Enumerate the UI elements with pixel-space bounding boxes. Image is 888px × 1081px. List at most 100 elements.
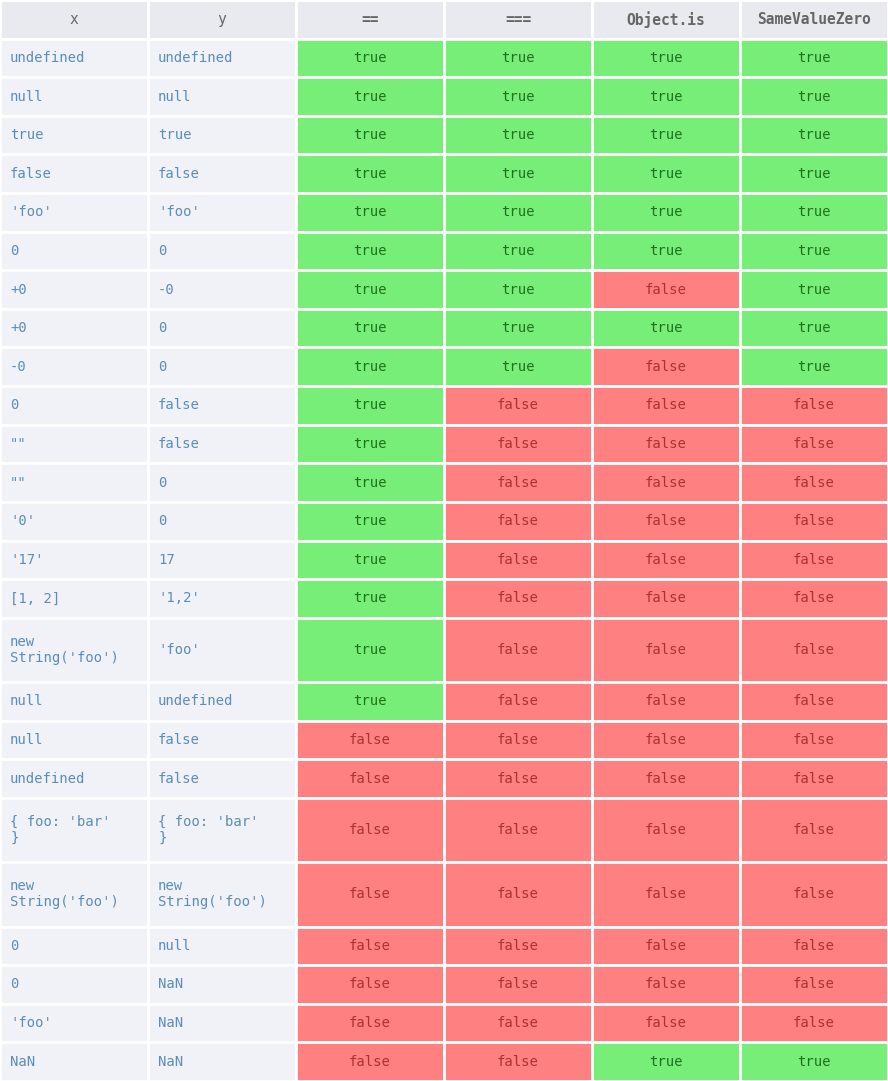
Bar [296,386,444,425]
Text: true: true [501,51,535,65]
Bar [148,617,296,682]
Text: false: false [645,694,687,708]
Text: false: false [645,823,687,837]
Text: true: true [501,129,535,142]
Text: false: false [793,515,835,529]
Text: false: false [645,360,687,374]
Bar [296,1004,444,1042]
Text: false: false [645,476,687,490]
Bar [740,116,888,155]
Text: true: true [353,476,387,490]
Bar [740,682,888,721]
Text: { foo: 'bar'
}: { foo: 'bar' } [10,815,110,845]
Text: null: null [10,90,44,104]
Text: false: false [349,772,391,786]
Text: ==: == [361,12,379,27]
Text: 0: 0 [158,244,166,258]
Bar [296,965,444,1004]
Text: true: true [649,51,683,65]
Bar [148,798,296,863]
Text: 0: 0 [158,360,166,374]
Text: true: true [649,321,683,335]
Bar [740,77,888,116]
Bar [0,425,148,464]
Text: true: true [797,244,831,258]
Bar [148,39,296,77]
Text: 'foo': 'foo' [10,205,52,219]
Bar [592,155,740,193]
Text: 0: 0 [10,939,19,952]
Bar [740,425,888,464]
Bar [444,0,592,39]
Text: false: false [645,643,687,657]
Bar [444,721,592,759]
Bar [740,863,888,926]
Text: false: false [497,772,539,786]
Text: false: false [497,437,539,451]
Text: 0: 0 [158,476,166,490]
Bar [740,39,888,77]
Bar [148,425,296,464]
Text: '0': '0' [10,515,36,529]
Bar [740,1004,888,1042]
Text: false: false [497,399,539,412]
Bar [148,77,296,116]
Text: true: true [649,205,683,219]
Text: 17: 17 [158,552,175,566]
Text: false: false [349,888,391,902]
Bar [444,682,592,721]
Bar [296,116,444,155]
Bar [592,540,740,579]
Bar [148,759,296,798]
Bar [592,721,740,759]
Text: false: false [497,694,539,708]
Bar [740,579,888,617]
Bar [148,579,296,617]
Bar [444,116,592,155]
Text: false: false [497,591,539,605]
Text: undefined: undefined [10,51,85,65]
Text: true: true [797,1055,831,1069]
Text: false: false [349,1055,391,1069]
Bar [592,0,740,39]
Text: false: false [497,515,539,529]
Text: false: false [158,772,200,786]
Text: false: false [349,939,391,952]
Text: false: false [497,476,539,490]
Text: false: false [793,437,835,451]
Text: true: true [353,591,387,605]
Text: false: false [349,1016,391,1030]
Bar [740,965,888,1004]
Bar [444,863,592,926]
Bar [592,1042,740,1081]
Text: false: false [158,399,200,412]
Text: true: true [501,360,535,374]
Text: true: true [649,90,683,104]
Bar [740,270,888,309]
Text: true: true [353,205,387,219]
Bar [148,193,296,231]
Text: true: true [353,360,387,374]
Text: true: true [353,694,387,708]
Bar [296,721,444,759]
Bar [296,1042,444,1081]
Text: false: false [645,939,687,952]
Text: false: false [158,733,200,747]
Bar [0,0,148,39]
Bar [148,116,296,155]
Bar [740,386,888,425]
Text: true: true [353,244,387,258]
Bar [740,617,888,682]
Text: x: x [69,12,78,27]
Bar [0,1042,148,1081]
Text: 0: 0 [158,515,166,529]
Text: true: true [353,282,387,296]
Text: false: false [645,888,687,902]
Bar [592,863,740,926]
Bar [148,270,296,309]
Text: true: true [353,129,387,142]
Text: false: false [497,1055,539,1069]
Bar [148,231,296,270]
Bar [148,502,296,540]
Bar [148,863,296,926]
